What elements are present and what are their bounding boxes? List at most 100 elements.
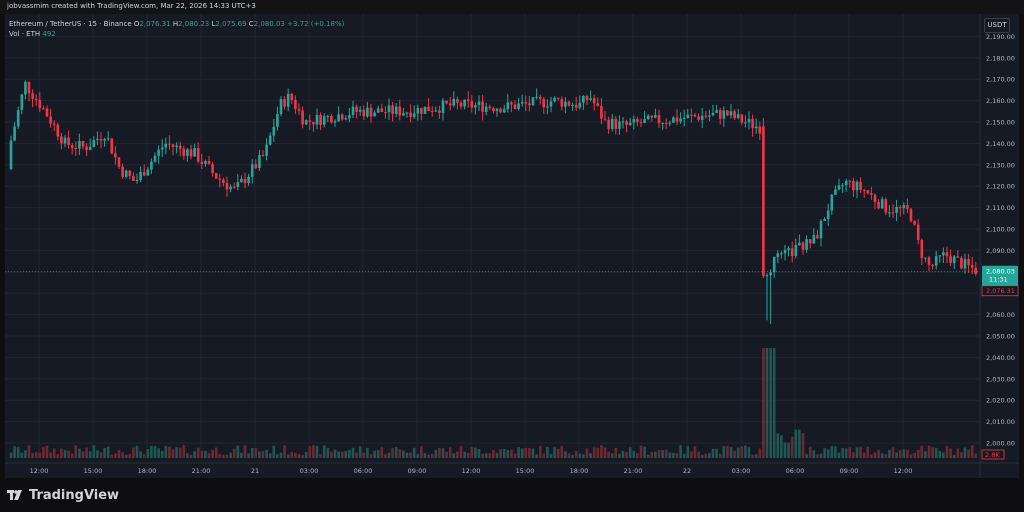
volume-bar xyxy=(409,452,412,458)
volume-bar xyxy=(384,454,387,458)
volume-bar xyxy=(380,447,384,458)
candle-body xyxy=(600,105,603,119)
candle-body xyxy=(56,124,60,137)
time-tick-label: 09:00 xyxy=(408,467,427,475)
candle-body xyxy=(636,118,639,123)
candle-body xyxy=(484,106,488,112)
candle-body xyxy=(661,122,664,124)
candle-body xyxy=(128,170,132,176)
volume-bar xyxy=(200,451,204,458)
candle-body xyxy=(812,235,816,244)
candle-body xyxy=(409,112,412,117)
volume-bar xyxy=(78,448,81,458)
candle-body xyxy=(945,252,949,257)
time-tick-label: 03:00 xyxy=(300,467,319,475)
volume-bar xyxy=(614,447,618,458)
volume-bar xyxy=(891,447,895,458)
volume-bar xyxy=(852,452,855,458)
candle-body xyxy=(211,164,214,174)
volume-bar xyxy=(56,454,60,458)
candle-body xyxy=(913,221,916,225)
candle-body xyxy=(330,115,333,123)
price-tick-label: 2,140.00 xyxy=(986,140,1015,148)
volume-bar xyxy=(376,450,380,458)
time-tick-label: 15:00 xyxy=(516,467,535,475)
candle-body xyxy=(60,136,63,144)
volume-bar xyxy=(942,452,945,458)
volume-bar xyxy=(520,448,524,458)
candle-body xyxy=(931,264,934,266)
time-tick-label: 21:00 xyxy=(192,467,211,475)
candle-body xyxy=(898,206,902,209)
volume-bar xyxy=(794,429,798,458)
volume-bar xyxy=(387,452,391,458)
candle-body xyxy=(243,178,247,184)
candle-body xyxy=(160,147,164,150)
volume-label[interactable]: Vol · ETH xyxy=(9,30,41,38)
volume-bar xyxy=(517,447,520,458)
volume-bar xyxy=(416,454,420,458)
volume-bar xyxy=(621,450,625,458)
chart-area[interactable]: 2,190.00 2,180.00 2,170.00 2,160.00 2,150.00… xyxy=(5,14,1019,478)
volume-bar xyxy=(427,454,430,458)
candle-body xyxy=(855,181,859,191)
price-tick-label: 2,160.00 xyxy=(986,97,1015,105)
candle-body xyxy=(398,106,402,116)
volume-bar xyxy=(571,454,574,458)
candle-body xyxy=(114,153,117,158)
volume-bar xyxy=(744,445,747,458)
volume-bar xyxy=(596,447,600,458)
volume-bar xyxy=(261,451,265,458)
candle-body xyxy=(909,208,913,222)
candle-body xyxy=(625,121,628,126)
volume-bar xyxy=(722,446,726,458)
price-tick-label: 2,010.00 xyxy=(986,418,1015,426)
volume-bar xyxy=(938,450,942,458)
candle-body xyxy=(902,205,906,209)
volume-bar xyxy=(319,454,322,458)
candle-body xyxy=(376,108,380,113)
tradingview-logo-icon xyxy=(7,489,22,500)
candle-body xyxy=(448,103,452,106)
candle-body xyxy=(524,102,528,104)
candle-body xyxy=(78,141,81,149)
volume-bar xyxy=(67,450,70,458)
volume-bar xyxy=(844,448,848,458)
volume-bar xyxy=(553,446,556,458)
volume-bar xyxy=(787,442,790,458)
volume-bar xyxy=(196,447,200,458)
volume-bar xyxy=(171,449,175,458)
volume-bar xyxy=(600,445,603,458)
candle-body xyxy=(322,116,326,125)
candle-body xyxy=(16,109,20,127)
volume-bar xyxy=(38,452,42,458)
candle-body xyxy=(49,116,52,124)
volume-bar xyxy=(711,448,715,458)
candle-body xyxy=(664,122,668,124)
volume-bar xyxy=(949,448,952,458)
volume-bar xyxy=(142,454,146,458)
candle-body xyxy=(135,179,139,181)
candle-body xyxy=(700,115,704,120)
close-label: C xyxy=(248,20,254,28)
tradingview-logo[interactable]: TradingView xyxy=(7,488,119,503)
candle-body xyxy=(45,108,49,117)
candle-body xyxy=(628,122,632,126)
candle-body xyxy=(780,253,783,255)
candle-body xyxy=(225,183,229,190)
volume-bar xyxy=(877,449,880,458)
volume-value: 492 xyxy=(42,30,56,38)
currency-button[interactable]: USDT xyxy=(984,18,1010,33)
candle-body xyxy=(495,108,499,112)
candlestick-chart[interactable]: 2,190.00 2,180.00 2,170.00 2,160.00 2,150.00… xyxy=(5,14,1019,478)
volume-bar xyxy=(283,445,286,458)
volume-bar xyxy=(182,445,186,458)
symbol-title[interactable]: Ethereum / TetherUS · 15 · Binance xyxy=(9,20,132,28)
volume-bar xyxy=(690,451,693,458)
volume-bar xyxy=(715,448,718,458)
candle-body xyxy=(344,118,348,120)
candle-body xyxy=(290,93,294,100)
candle-body xyxy=(776,253,780,257)
volume-bar xyxy=(686,446,690,458)
candle-body xyxy=(258,154,261,169)
